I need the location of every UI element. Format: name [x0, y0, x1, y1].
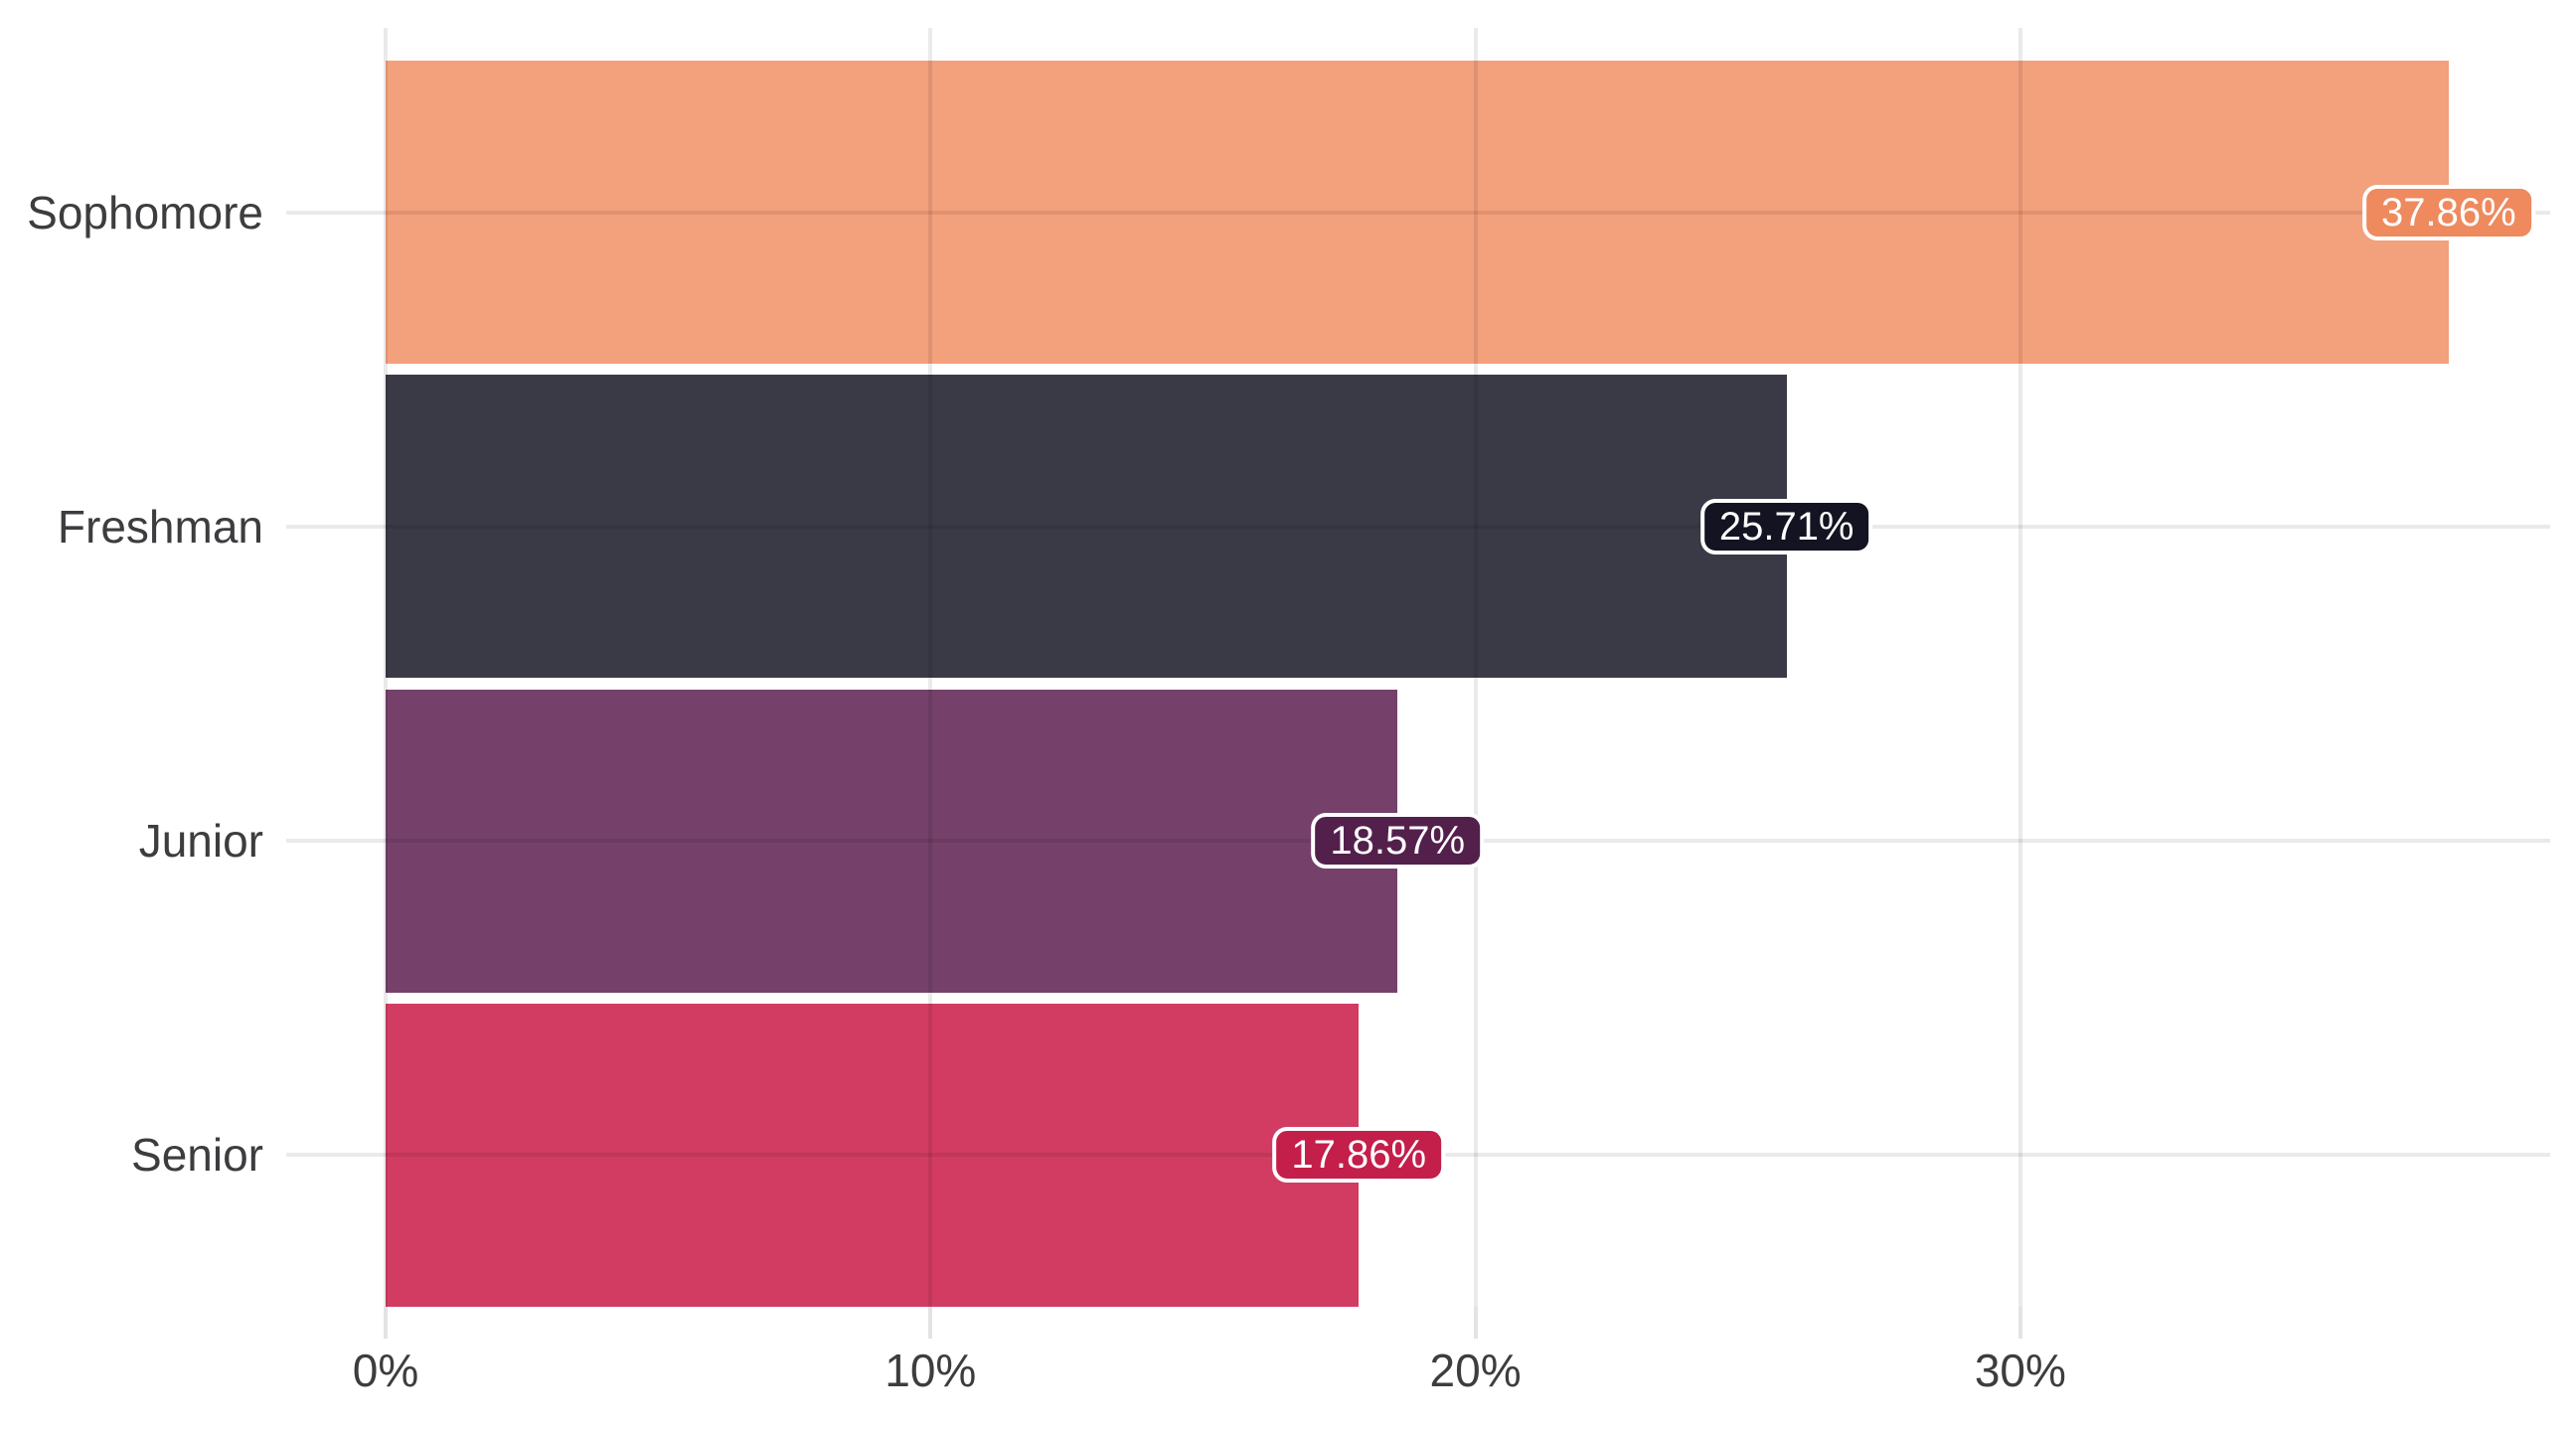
value-badge: 25.71%	[1699, 498, 1873, 555]
x-gridline	[1473, 28, 1478, 1307]
category-label: Junior	[138, 815, 263, 868]
x-tick-label: 10%	[885, 1345, 977, 1396]
bar	[386, 375, 1787, 679]
x-gridline	[2017, 28, 2022, 1307]
x-tick-label: 0%	[352, 1345, 419, 1396]
bar	[386, 61, 2449, 364]
x-tick-mark	[2017, 1307, 2022, 1339]
x-tick-mark	[384, 1307, 388, 1339]
y-gridline	[286, 524, 2550, 529]
x-gridline	[384, 28, 388, 1307]
value-badge: 18.57%	[1311, 813, 1485, 870]
x-tick-mark	[928, 1307, 933, 1339]
value-badge: 17.86%	[1272, 1127, 1446, 1184]
category-label: Senior	[131, 1129, 263, 1182]
category-label: Sophomore	[27, 186, 263, 238]
x-tick-label: 20%	[1429, 1345, 1522, 1396]
value-badge: 37.86%	[2362, 184, 2535, 240]
bar	[386, 1003, 1360, 1307]
bar	[386, 689, 1398, 993]
x-tick-label: 30%	[1974, 1345, 2066, 1396]
category-label: Freshman	[57, 500, 263, 553]
x-tick-mark	[1473, 1307, 1478, 1339]
x-gridline	[928, 28, 933, 1307]
y-gridline	[286, 210, 2550, 215]
